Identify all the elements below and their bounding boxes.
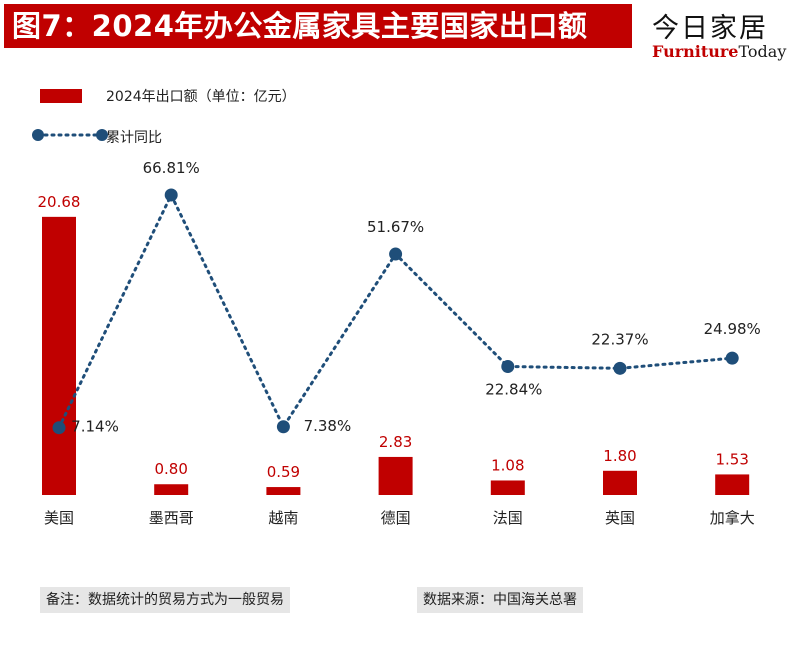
bar-6 (603, 470, 637, 495)
category-label-4: 德国 (381, 509, 411, 527)
bar-2 (154, 484, 189, 495)
bar-1 (42, 216, 76, 495)
legend-line-swatch (32, 129, 108, 141)
bar-7 (715, 474, 750, 495)
yoy-point-2 (164, 188, 178, 202)
yoy-point-4 (389, 247, 403, 261)
footnote-source: 数据来源：中国海关总署 (417, 587, 583, 613)
category-label-5: 法国 (493, 509, 523, 527)
yoy-value-label-3: 7.38% (304, 417, 352, 435)
brand-logo-cn: 今日家居 (652, 13, 768, 44)
yoy-value-label-2: 66.81% (143, 159, 200, 177)
legend-line-label: 累计同比 (106, 130, 162, 146)
category-label-6: 英国 (605, 509, 635, 527)
category-label-3: 越南 (268, 509, 298, 527)
bar-value-label-7: 1.53 (715, 450, 748, 468)
yoy-point-3 (276, 420, 290, 434)
chart-title: 图7：2024年办公金属家具主要国家出口额 (4, 4, 632, 48)
brand-logo-en-b: Today (738, 42, 787, 61)
bar-3 (266, 487, 301, 495)
yoy-value-label-5: 22.84% (485, 380, 542, 398)
yoy-value-label-6: 22.37% (591, 330, 648, 348)
bar-4 (378, 456, 413, 495)
category-label-1: 美国 (44, 509, 74, 527)
bar-value-label-1: 20.68 (38, 193, 81, 211)
yoy-point-5 (501, 359, 515, 373)
brand-logo-en: FurnitureToday (652, 42, 786, 61)
category-label-2: 墨西哥 (149, 509, 194, 527)
legend-bar-label: 2024年出口额（单位：亿元） (106, 89, 296, 105)
yoy-point-6 (613, 361, 627, 375)
brand-logo-en-a: Furniture (652, 42, 739, 61)
yoy-value-label-1: 7.14% (71, 418, 119, 436)
yoy-value-label-7: 24.98% (704, 320, 761, 338)
yoy-value-label-4: 51.67% (367, 218, 424, 236)
bar-value-label-2: 0.80 (154, 460, 187, 478)
footnote-note: 备注：数据统计的贸易方式为一般贸易 (40, 587, 290, 613)
bar-value-label-3: 0.59 (267, 463, 300, 481)
bar-value-label-5: 1.08 (491, 456, 524, 474)
yoy-point-1 (52, 421, 66, 435)
bar-5 (490, 480, 525, 495)
bar-value-label-6: 1.80 (603, 447, 636, 465)
category-label-7: 加拿大 (710, 509, 755, 527)
bar-value-label-4: 2.83 (379, 433, 412, 451)
legend-bar-swatch (40, 89, 82, 103)
yoy-point-7 (725, 351, 739, 365)
chart-plot-area: 20.68 美国 0.80 墨西哥 0.59 越南 2.83 德国 1.08 法国 1.80 英国 1.… (38, 159, 761, 527)
